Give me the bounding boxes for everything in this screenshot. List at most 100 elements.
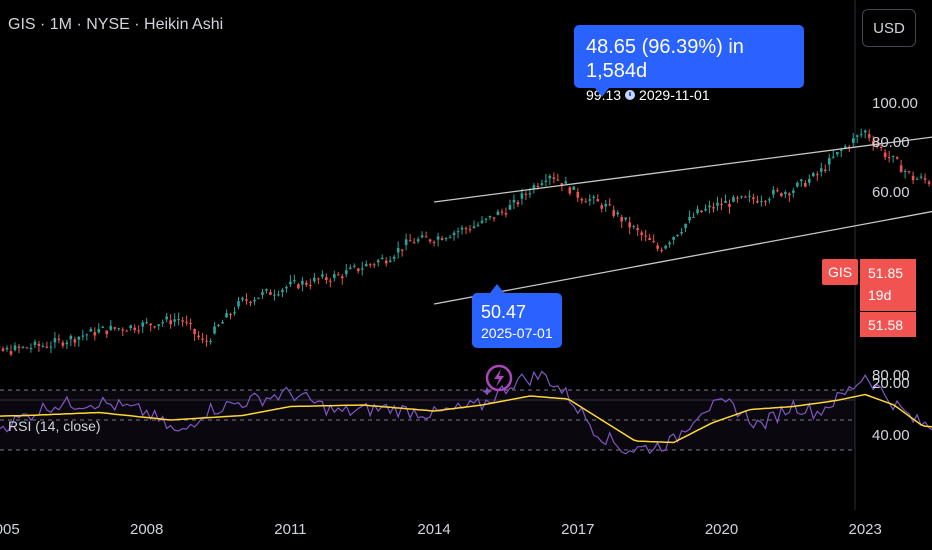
candle-body — [217, 324, 220, 326]
y-tick-label: 20.00 — [872, 375, 910, 392]
candle-body — [580, 199, 584, 201]
rsi-line — [0, 370, 932, 455]
y-tick-label: 100.00 — [872, 95, 918, 112]
candle-body — [863, 130, 867, 133]
candle-body — [277, 294, 280, 296]
candle-body — [53, 338, 57, 343]
candle-body — [784, 192, 787, 195]
candle-body — [816, 174, 819, 176]
candle-body — [867, 134, 871, 138]
candle-body — [480, 220, 484, 223]
price-grid — [0, 0, 856, 510]
symbol-price-tag: GIS — [822, 259, 858, 285]
candle-body — [165, 316, 168, 320]
candle-body — [468, 229, 472, 231]
candle-body — [189, 322, 192, 325]
candle-body — [69, 336, 73, 340]
candle-body — [420, 235, 424, 238]
candle-body — [81, 335, 85, 337]
candle-body — [297, 284, 300, 289]
candle-body — [923, 178, 927, 180]
projection-date: 2029-11-01 — [639, 87, 710, 103]
candle-body — [788, 193, 791, 196]
anchor-date: 2025-07-01 — [481, 325, 553, 341]
candle-body — [285, 286, 288, 289]
candle-body — [61, 342, 65, 346]
axes: 2005200820112014201720202023202620292032… — [0, 95, 918, 538]
candle-body — [544, 180, 548, 182]
candle-body — [317, 278, 320, 280]
candle-body — [432, 242, 436, 244]
candle-body — [843, 146, 847, 149]
candle-body — [49, 346, 53, 348]
currency-button[interactable]: USD — [862, 9, 916, 47]
candle-body — [125, 330, 129, 332]
candle-body — [640, 232, 643, 235]
candle-body — [5, 347, 9, 350]
candle-body — [704, 208, 707, 211]
candle-body — [257, 297, 260, 299]
candle-body — [604, 203, 608, 207]
candle-body — [181, 320, 184, 322]
last-price-tag: 51.85 19d 0h — [860, 259, 916, 325]
candle-body — [696, 209, 699, 214]
candle-body — [664, 245, 667, 249]
candle-body — [792, 190, 795, 193]
candle-body — [871, 140, 875, 145]
candle-body — [65, 342, 69, 345]
projection-callout[interactable]: 48.65 (96.39%) in 1,584d 99.13 2029-11-0… — [574, 25, 804, 103]
rsi-indicator-label[interactable]: RSI (14, close) — [8, 418, 101, 434]
candle-body — [321, 274, 324, 277]
candle-body — [879, 146, 883, 148]
candle-body — [744, 196, 747, 198]
candle-body — [760, 201, 763, 203]
candle-body — [37, 343, 41, 346]
anchor-callout[interactable]: 50.47 2025-07-01 — [472, 293, 562, 348]
candle-body — [512, 199, 516, 203]
candle-body — [508, 204, 512, 210]
candle-body — [325, 277, 328, 281]
candle-body — [644, 235, 647, 237]
clock-icon — [625, 90, 636, 100]
candle-body — [57, 338, 61, 340]
candle-body — [249, 301, 252, 303]
candle-body — [839, 149, 843, 151]
candle-body — [85, 334, 89, 336]
lightning-icon[interactable] — [482, 363, 514, 395]
candle-body — [776, 190, 779, 192]
candle-body — [520, 193, 524, 199]
candle-body — [772, 190, 775, 195]
y-tick-label: 60.00 — [872, 184, 910, 201]
projection-change: 48.65 (96.39%) in 1,584d — [586, 36, 744, 82]
candle-body — [173, 319, 176, 322]
candle-body — [444, 238, 448, 240]
candle-body — [768, 199, 771, 201]
candle-body — [21, 346, 25, 348]
candle-body — [736, 197, 739, 199]
candle-body — [117, 328, 121, 330]
candle-body — [157, 324, 160, 326]
candle-body — [273, 294, 276, 296]
candle-body — [780, 193, 783, 197]
candle-body — [624, 217, 627, 220]
candle-body — [608, 204, 612, 206]
candle-body — [77, 336, 81, 340]
candle-body — [660, 249, 663, 252]
candle-body — [823, 169, 827, 171]
candle-body — [895, 157, 899, 159]
candle-body — [241, 297, 244, 300]
candle-body — [672, 236, 675, 240]
candle-body — [13, 345, 17, 350]
candle-body — [121, 329, 125, 331]
x-tick-label: 2023 — [849, 521, 882, 538]
candle-body — [915, 178, 919, 180]
candle-body — [800, 179, 803, 182]
candle-body — [372, 264, 376, 266]
candle-body — [616, 212, 620, 215]
candle-body — [668, 242, 671, 245]
candle-body — [728, 203, 731, 207]
candle-body — [197, 335, 200, 338]
candle-body — [724, 201, 727, 204]
candle-body — [712, 207, 715, 209]
